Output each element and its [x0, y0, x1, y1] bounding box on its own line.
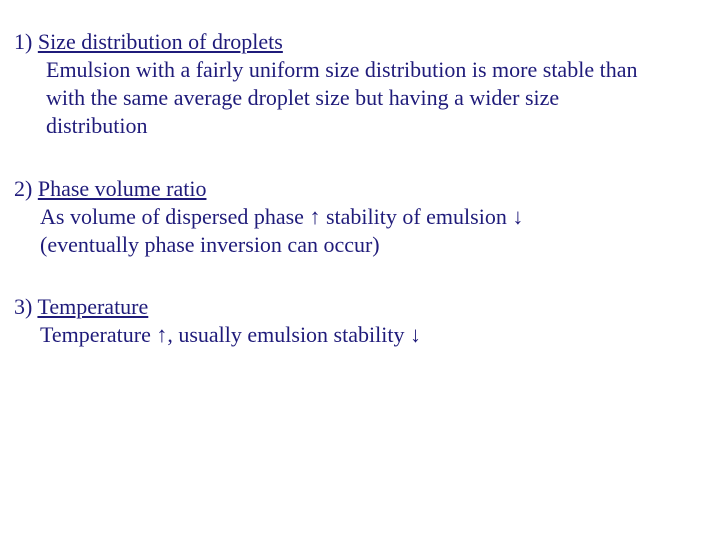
section-1-line-1: Emulsion with a fairly uniform size dist… — [46, 56, 690, 84]
section-1-body: Emulsion with a fairly uniform size dist… — [14, 56, 690, 140]
section-1-line-3: distribution — [46, 112, 690, 140]
section-2-number: 2) — [14, 176, 32, 201]
section-3-body: Temperature ↑, usually emulsion stabilit… — [14, 321, 690, 349]
section-1-heading: 1) Size distribution of droplets — [14, 28, 690, 56]
section-2-heading: 2) Phase volume ratio — [14, 175, 690, 203]
section-1-line-2: with the same average droplet size but h… — [46, 84, 690, 112]
slide: 1) Size distribution of droplets Emulsio… — [0, 0, 720, 540]
section-1-number: 1) — [14, 29, 32, 54]
section-3-line-1: Temperature ↑, usually emulsion stabilit… — [40, 321, 690, 349]
section-3: 3) Temperature Temperature ↑, usually em… — [14, 293, 690, 349]
section-2-line-2: (eventually phase inversion can occur) — [40, 231, 690, 259]
section-2-line-1: As volume of dispersed phase ↑ stability… — [40, 203, 690, 231]
section-3-number: 3) — [14, 294, 32, 319]
section-3-heading: 3) Temperature — [14, 293, 690, 321]
section-1-title: Size distribution of droplets — [38, 29, 283, 54]
section-2: 2) Phase volume ratio As volume of dispe… — [14, 175, 690, 259]
section-2-title: Phase volume ratio — [38, 176, 207, 201]
section-2-body: As volume of dispersed phase ↑ stability… — [14, 203, 690, 259]
section-3-title: Temperature — [37, 294, 148, 319]
section-1: 1) Size distribution of droplets Emulsio… — [14, 28, 690, 141]
